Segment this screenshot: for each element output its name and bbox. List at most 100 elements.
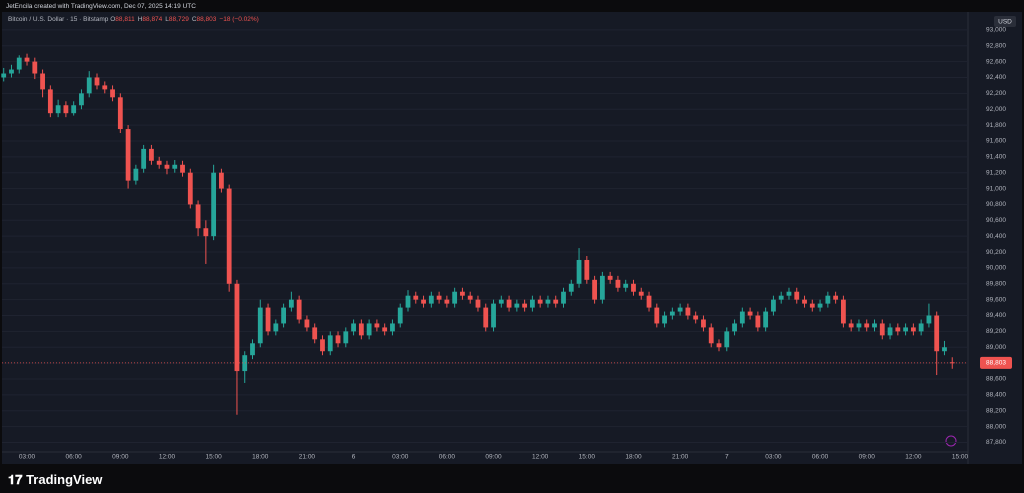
candle-body	[24, 57, 30, 62]
candle-body	[631, 283, 636, 292]
candle-body	[281, 307, 286, 324]
candle-body	[156, 160, 162, 165]
candle-body	[452, 291, 458, 304]
candle-body	[771, 299, 776, 312]
y-tick-label: 91,000	[986, 185, 1006, 192]
candle-body	[638, 291, 644, 296]
candle-body	[693, 315, 699, 320]
x-tick-label: 09:00	[485, 454, 502, 461]
x-tick-label: 21:00	[672, 454, 689, 461]
candle-body	[841, 299, 846, 324]
legend: Bitcoin / U.S. Dollar · 15 · Bitstamp O 8…	[8, 16, 262, 23]
candle-body	[553, 299, 559, 304]
candle-body	[117, 97, 123, 130]
candle-body	[242, 355, 248, 372]
candle-body	[708, 327, 714, 344]
candle-body	[561, 291, 566, 304]
candle-body	[615, 279, 621, 288]
y-tick-label: 89,800	[986, 281, 1006, 288]
candle-body	[327, 335, 333, 352]
x-tick-label: 12:00	[905, 454, 922, 461]
candle-body	[568, 283, 574, 292]
candle-body	[16, 57, 22, 70]
candle-body	[763, 311, 769, 328]
candle-body	[662, 315, 667, 324]
y-tick-label: 91,400	[986, 154, 1006, 161]
candle-body	[809, 303, 815, 308]
brand-logo[interactable]: 𝟏𝟕 TradingView	[8, 472, 103, 487]
last-price-label: 88,803	[986, 360, 1006, 367]
candle-body	[576, 259, 582, 284]
x-tick-label: 18:00	[625, 454, 642, 461]
candle-body	[817, 303, 823, 308]
candle-body	[257, 307, 263, 344]
y-tick-label: 88,600	[986, 376, 1006, 383]
candle-body	[879, 323, 885, 336]
x-tick-label: 03:00	[19, 454, 36, 461]
candle-body	[63, 105, 69, 114]
y-tick-label: 91,800	[986, 122, 1006, 129]
candle-body	[304, 319, 310, 328]
candle-body	[599, 275, 605, 300]
candle-body	[125, 129, 131, 181]
candle-body	[335, 335, 341, 344]
y-tick-label: 92,600	[986, 58, 1006, 65]
candle-body	[794, 291, 800, 300]
x-tick-label: 7	[725, 454, 729, 461]
y-tick-label: 92,000	[986, 106, 1006, 113]
ohlc-key: C	[191, 16, 197, 23]
ohlc-value: 88,874	[142, 16, 163, 23]
y-tick-label: 92,800	[986, 42, 1006, 49]
candle-body	[942, 347, 947, 352]
candle-body	[149, 148, 154, 161]
candle-body	[537, 299, 543, 304]
candle-body	[296, 299, 302, 320]
candle-body	[739, 311, 745, 324]
candle-body	[102, 85, 108, 90]
candle-body	[522, 303, 528, 308]
candle-body	[623, 283, 629, 288]
candle-body	[133, 168, 139, 181]
y-tick-label: 90,400	[986, 233, 1006, 240]
candle-body	[421, 299, 426, 304]
y-tick-label: 89,000	[986, 344, 1006, 351]
candle-body	[55, 105, 61, 114]
candle-body	[467, 295, 473, 300]
candle-body	[491, 303, 496, 328]
candle-body	[786, 291, 792, 296]
ohlc-key: H	[137, 16, 143, 23]
candle-body	[71, 105, 77, 114]
candle-body	[9, 69, 14, 74]
y-tick-label: 89,200	[986, 328, 1006, 335]
candle-body	[498, 299, 504, 304]
y-tick-label: 87,800	[986, 439, 1006, 446]
candle-body	[848, 323, 854, 328]
y-tick-label: 93,000	[986, 27, 1006, 34]
symbol: Bitcoin / U.S. Dollar · 15 · Bitstamp	[8, 16, 109, 23]
candle-body	[397, 307, 403, 324]
candle-body	[856, 323, 862, 328]
candle-body	[40, 73, 45, 90]
candle-body	[203, 228, 209, 237]
candle-body	[47, 89, 53, 114]
candle-body	[288, 299, 294, 308]
candle-body	[79, 93, 84, 106]
candle-body	[910, 327, 916, 332]
candle-body	[607, 275, 613, 280]
event-icon[interactable]	[945, 435, 957, 447]
candle-body	[428, 295, 434, 304]
candle-body	[545, 299, 551, 304]
candle-body	[195, 204, 201, 229]
candle-body	[219, 172, 224, 189]
x-tick-label: 09:00	[112, 454, 129, 461]
candle-body	[187, 172, 193, 205]
candle-body	[273, 323, 279, 332]
candle-body	[716, 343, 722, 348]
ohlc-key: O	[110, 16, 116, 23]
change: −18 (−0.02%)	[219, 16, 259, 23]
currency-box	[994, 16, 1016, 27]
x-tick-label: 06:00	[812, 454, 829, 461]
candle-body	[887, 327, 893, 336]
